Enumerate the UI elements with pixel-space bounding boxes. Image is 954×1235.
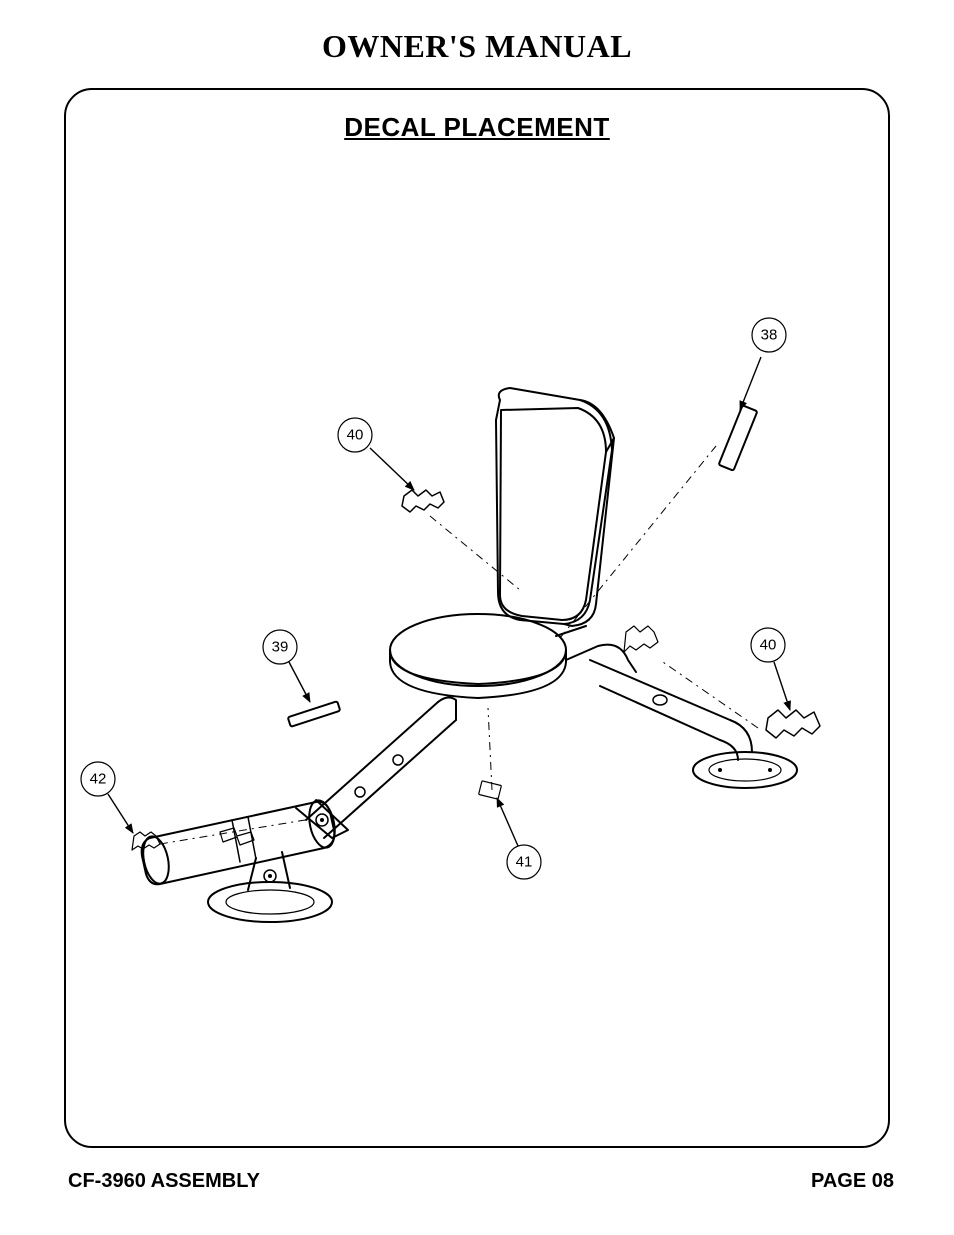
page-title: OWNER'S MANUAL	[0, 0, 954, 65]
footer-model: CF-3960 ASSEMBLY	[68, 1170, 260, 1193]
footer-page-number: PAGE 08	[811, 1170, 894, 1193]
section-title: DECAL PLACEMENT	[66, 90, 888, 143]
content-frame: DECAL PLACEMENT	[64, 88, 890, 1148]
